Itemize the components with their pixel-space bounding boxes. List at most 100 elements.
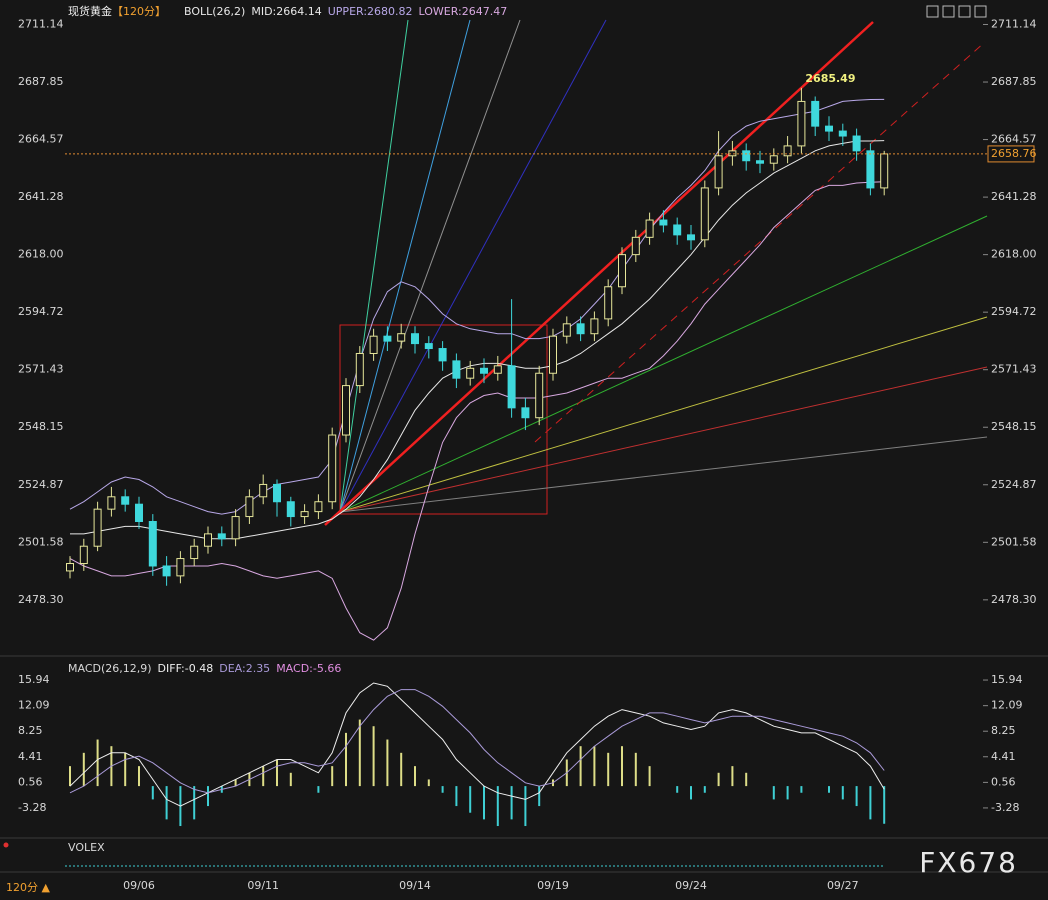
macd-bar xyxy=(510,786,513,820)
trend-line xyxy=(534,41,986,443)
candle-body xyxy=(700,187,709,241)
macd-bar xyxy=(690,786,692,800)
candle-body xyxy=(769,155,778,164)
icon[interactable] xyxy=(926,5,939,18)
macd-bar xyxy=(276,759,278,787)
macd-bar xyxy=(538,786,541,807)
macd-bar xyxy=(441,786,444,793)
candle-body xyxy=(162,565,171,577)
macd-bar xyxy=(345,732,347,787)
macd-bar xyxy=(193,786,196,820)
candle-body xyxy=(838,130,847,137)
candle-body xyxy=(687,234,695,241)
macd-bar xyxy=(289,772,292,787)
y-tick-label: 2501.58 xyxy=(991,535,1037,548)
period-label[interactable]: 120分 ▲ xyxy=(6,881,50,894)
icon[interactable] xyxy=(942,5,955,18)
candle-body xyxy=(756,160,764,164)
trend-line xyxy=(324,21,874,526)
icon[interactable] xyxy=(974,5,987,18)
y-tick-label: 2618.00 xyxy=(18,248,64,261)
candle-body xyxy=(231,516,240,540)
macd-bar xyxy=(731,766,734,787)
macd-bar xyxy=(524,786,527,827)
y-tick-label: 2664.57 xyxy=(991,133,1037,146)
macd-bar xyxy=(151,786,154,800)
candle-body xyxy=(190,545,199,560)
y-tick-label: 2618.00 xyxy=(991,248,1037,261)
macd-bar xyxy=(82,752,85,787)
candle-body xyxy=(245,496,254,518)
macd-bar xyxy=(869,786,872,820)
candle-body xyxy=(535,372,544,419)
macd-bar xyxy=(676,786,679,793)
candle-body xyxy=(273,483,281,503)
candle-body xyxy=(204,533,212,547)
y-tick-label: 2548.15 xyxy=(991,420,1037,433)
macd-bar xyxy=(165,786,168,820)
legend-entry: BOLL(26,2) xyxy=(184,5,245,18)
candle-body xyxy=(880,153,889,189)
y-tick-label: 2548.15 xyxy=(18,420,64,433)
gann-fan xyxy=(324,19,988,526)
candle-body xyxy=(107,496,116,510)
y-tick-label: 2711.14 xyxy=(991,17,1037,30)
candle-body xyxy=(742,150,751,162)
legend-entry: MACD(26,12,9) xyxy=(68,662,152,675)
candle-body xyxy=(604,286,613,320)
candle-body xyxy=(673,224,682,236)
y-tick-label: 2524.87 xyxy=(991,478,1037,491)
macd-bar xyxy=(772,786,775,800)
y-tick-label: 8.25 xyxy=(18,724,43,737)
candle-body xyxy=(480,367,488,374)
fan-line xyxy=(339,19,471,513)
macd-bar xyxy=(427,779,430,787)
y-tick-label: 2687.85 xyxy=(991,75,1037,88)
macd-bar xyxy=(800,786,803,793)
legend-entry: MID:2664.14 xyxy=(251,5,321,18)
macd-bar xyxy=(483,786,485,820)
macd-bar xyxy=(317,786,320,793)
y-tick-label: 4.41 xyxy=(18,750,43,763)
y-tick-label: 0.56 xyxy=(18,775,43,788)
y-tick-label: 12.09 xyxy=(18,699,50,712)
fan-line xyxy=(339,316,988,513)
y-tick-label: 2501.58 xyxy=(18,535,64,548)
legend-entry: LOWER:2647.47 xyxy=(419,5,508,18)
macd-bar xyxy=(883,786,886,824)
y-tick-label: 2641.28 xyxy=(18,190,64,203)
macd-bar xyxy=(579,746,582,787)
indicator-line xyxy=(69,181,885,641)
y-tick-label: 2524.87 xyxy=(18,478,64,491)
macd-bar xyxy=(648,766,651,787)
candle-body xyxy=(79,545,88,565)
candle-body xyxy=(217,533,226,540)
y-tick-label: 0.56 xyxy=(991,775,1016,788)
y-tick-label: -3.28 xyxy=(991,801,1019,814)
candle-body xyxy=(493,365,502,374)
candle-body xyxy=(659,219,668,226)
candle-body xyxy=(783,145,792,157)
icon[interactable] xyxy=(958,5,971,18)
candle-body xyxy=(148,521,157,567)
candle-body xyxy=(383,335,392,342)
macd-bar xyxy=(703,786,706,793)
macd-bar xyxy=(717,772,720,787)
candle-body xyxy=(300,511,309,518)
candle-body xyxy=(397,333,406,342)
candle-body xyxy=(411,333,419,345)
x-tick-label: 09/11 xyxy=(247,879,279,892)
macd-bar xyxy=(234,779,237,787)
candle-body xyxy=(135,503,143,523)
macd-bar xyxy=(607,752,610,787)
legend-entry: UPPER:2680.82 xyxy=(328,5,413,18)
gann-box xyxy=(339,324,548,515)
marker xyxy=(3,842,9,848)
y-tick-label: 2641.28 xyxy=(991,190,1037,203)
y-tick-label: 2594.72 xyxy=(18,305,64,318)
candle-body xyxy=(590,318,599,335)
fan-line xyxy=(339,19,607,513)
macd-bar xyxy=(358,719,361,787)
